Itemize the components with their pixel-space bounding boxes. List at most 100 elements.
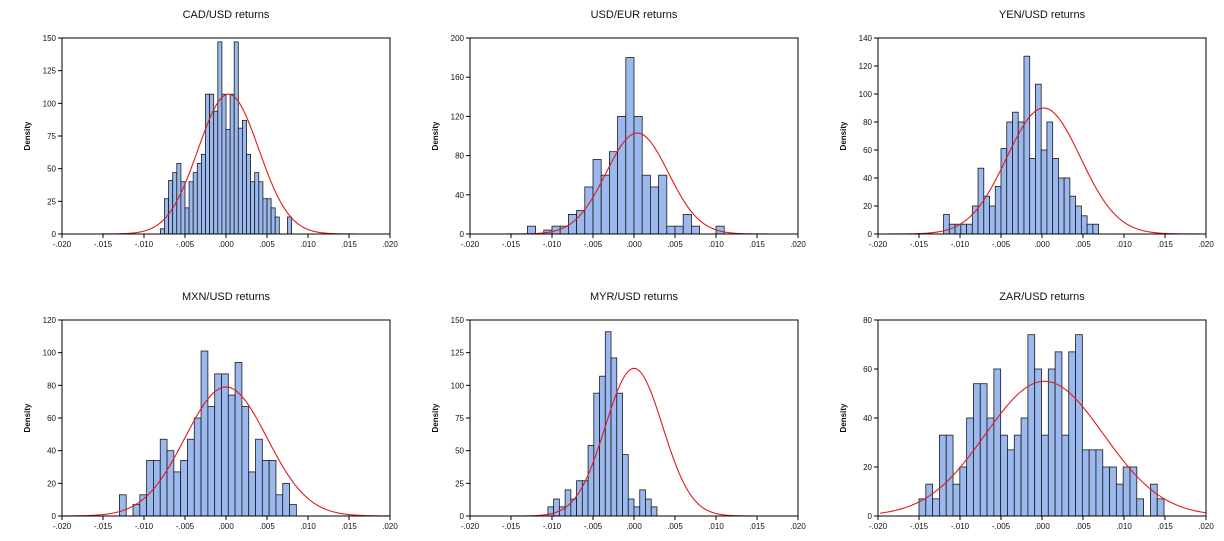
y-tick-label: 80 <box>47 381 56 390</box>
x-tick-label: -.005 <box>176 240 195 249</box>
histogram-bar <box>966 417 974 517</box>
x-tick-label: -.015 <box>94 240 113 249</box>
x-tick-label: -.005 <box>584 522 603 531</box>
normal-curve <box>888 107 1199 235</box>
histogram-bar <box>682 213 692 235</box>
x-tick-label: .015 <box>1157 522 1173 531</box>
x-tick-label: .000 <box>626 522 642 531</box>
histogram-bar <box>1012 111 1019 235</box>
y-tick-label: 120 <box>43 316 57 325</box>
histogram-bar <box>193 417 202 517</box>
y-tick-label: 140 <box>859 34 873 43</box>
histogram-bar <box>625 57 635 235</box>
x-tick-label: -.010 <box>543 240 562 249</box>
y-axis-label: Density <box>431 121 440 150</box>
x-tick-label: .000 <box>1034 522 1050 531</box>
histogram-bar <box>599 375 606 517</box>
histogram-bar <box>200 153 206 235</box>
histogram-bar <box>610 357 618 517</box>
y-axis-label: Density <box>23 403 32 432</box>
y-tick-label: 80 <box>455 152 464 161</box>
x-tick-label: -.020 <box>869 522 888 531</box>
chart-panel: -.020 -.015 -.010 -.005 .000 .005 .010 .015 .020… <box>839 291 1214 531</box>
histogram-bar <box>187 438 195 517</box>
y-tick-label: 0 <box>460 230 465 239</box>
y-tick-label: 80 <box>863 118 872 127</box>
histogram-bar <box>1086 223 1094 235</box>
chart-title: ZAR/USD returns <box>999 291 1085 303</box>
x-tick-label: .005 <box>667 522 683 531</box>
histogram-bar <box>241 406 250 517</box>
x-tick-label: .020 <box>790 240 806 249</box>
histogram-bar <box>146 460 154 517</box>
x-tick-label: .020 <box>382 522 398 531</box>
histogram-bar <box>282 482 290 517</box>
y-axis-label: Density <box>839 121 848 150</box>
x-tick-label: .010 <box>1116 522 1132 531</box>
y-tick-label: 80 <box>863 316 872 325</box>
histogram-bar <box>1156 498 1165 517</box>
x-tick-label: .015 <box>749 522 765 531</box>
y-tick-label: 20 <box>47 479 56 488</box>
histogram-bar <box>576 480 583 517</box>
histogram-bar <box>255 438 263 517</box>
histogram-bar <box>627 498 635 517</box>
x-tick-label: .020 <box>1198 240 1214 249</box>
y-axis-label: Density <box>23 121 32 150</box>
y-tick-label: 60 <box>863 365 872 374</box>
histogram-bar <box>1088 449 1097 517</box>
histogram-bar <box>593 392 600 517</box>
x-tick-label: -.010 <box>951 240 970 249</box>
x-tick-label: -.010 <box>135 522 154 531</box>
x-tick-label: -.020 <box>461 240 480 249</box>
histogram-bar <box>1061 434 1070 517</box>
histogram-bar <box>270 207 276 235</box>
y-tick-label: 0 <box>52 230 57 239</box>
histogram-bar <box>641 174 651 235</box>
histogram-bar <box>1080 215 1088 235</box>
histogram-bar <box>622 454 629 517</box>
histogram-bar <box>262 198 268 235</box>
histogram-bar <box>1095 449 1104 517</box>
y-tick-label: 60 <box>47 414 56 423</box>
x-tick-label: .000 <box>218 240 234 249</box>
histogram-bar <box>1068 351 1076 517</box>
x-tick-label: .020 <box>1198 522 1214 531</box>
x-tick-label: -.015 <box>94 522 113 531</box>
x-tick-label: -.020 <box>461 522 480 531</box>
x-tick-label: .005 <box>259 522 275 531</box>
y-axis-label: Density <box>839 403 848 432</box>
y-tick-label: 75 <box>47 132 56 141</box>
histogram-bar <box>616 392 623 517</box>
histogram-bar <box>1000 434 1008 517</box>
y-tick-label: 25 <box>47 197 56 206</box>
histogram-bar <box>159 438 168 517</box>
histogram-bar <box>1075 205 1082 235</box>
x-tick-label: -.010 <box>135 240 154 249</box>
x-tick-label: .005 <box>259 240 275 249</box>
histogram-bar <box>650 506 658 517</box>
histogram-bar <box>1034 368 1042 517</box>
chart-title: CAD/USD returns <box>183 9 270 21</box>
histogram-bar <box>180 460 188 517</box>
histogram-bar <box>1052 157 1059 235</box>
y-tick-label: 0 <box>868 230 873 239</box>
histogram-bar <box>254 172 260 235</box>
histogram-bar <box>939 434 947 517</box>
normal-curve <box>513 367 755 517</box>
y-tick-label: 120 <box>859 62 873 71</box>
histogram-bar <box>173 471 182 517</box>
x-tick-label: .010 <box>708 240 724 249</box>
histogram-bar <box>994 185 1002 235</box>
histogram-bar <box>139 494 148 517</box>
histogram-bar <box>192 172 198 235</box>
x-tick-label: -.020 <box>53 240 72 249</box>
histogram-bar <box>1109 466 1117 517</box>
plot-frame <box>469 319 799 517</box>
histogram-bar <box>225 129 231 235</box>
x-tick-label: .015 <box>341 240 357 249</box>
histogram-bar <box>645 498 652 517</box>
histogram-bar <box>633 506 641 517</box>
histogram-bar <box>1020 417 1029 517</box>
